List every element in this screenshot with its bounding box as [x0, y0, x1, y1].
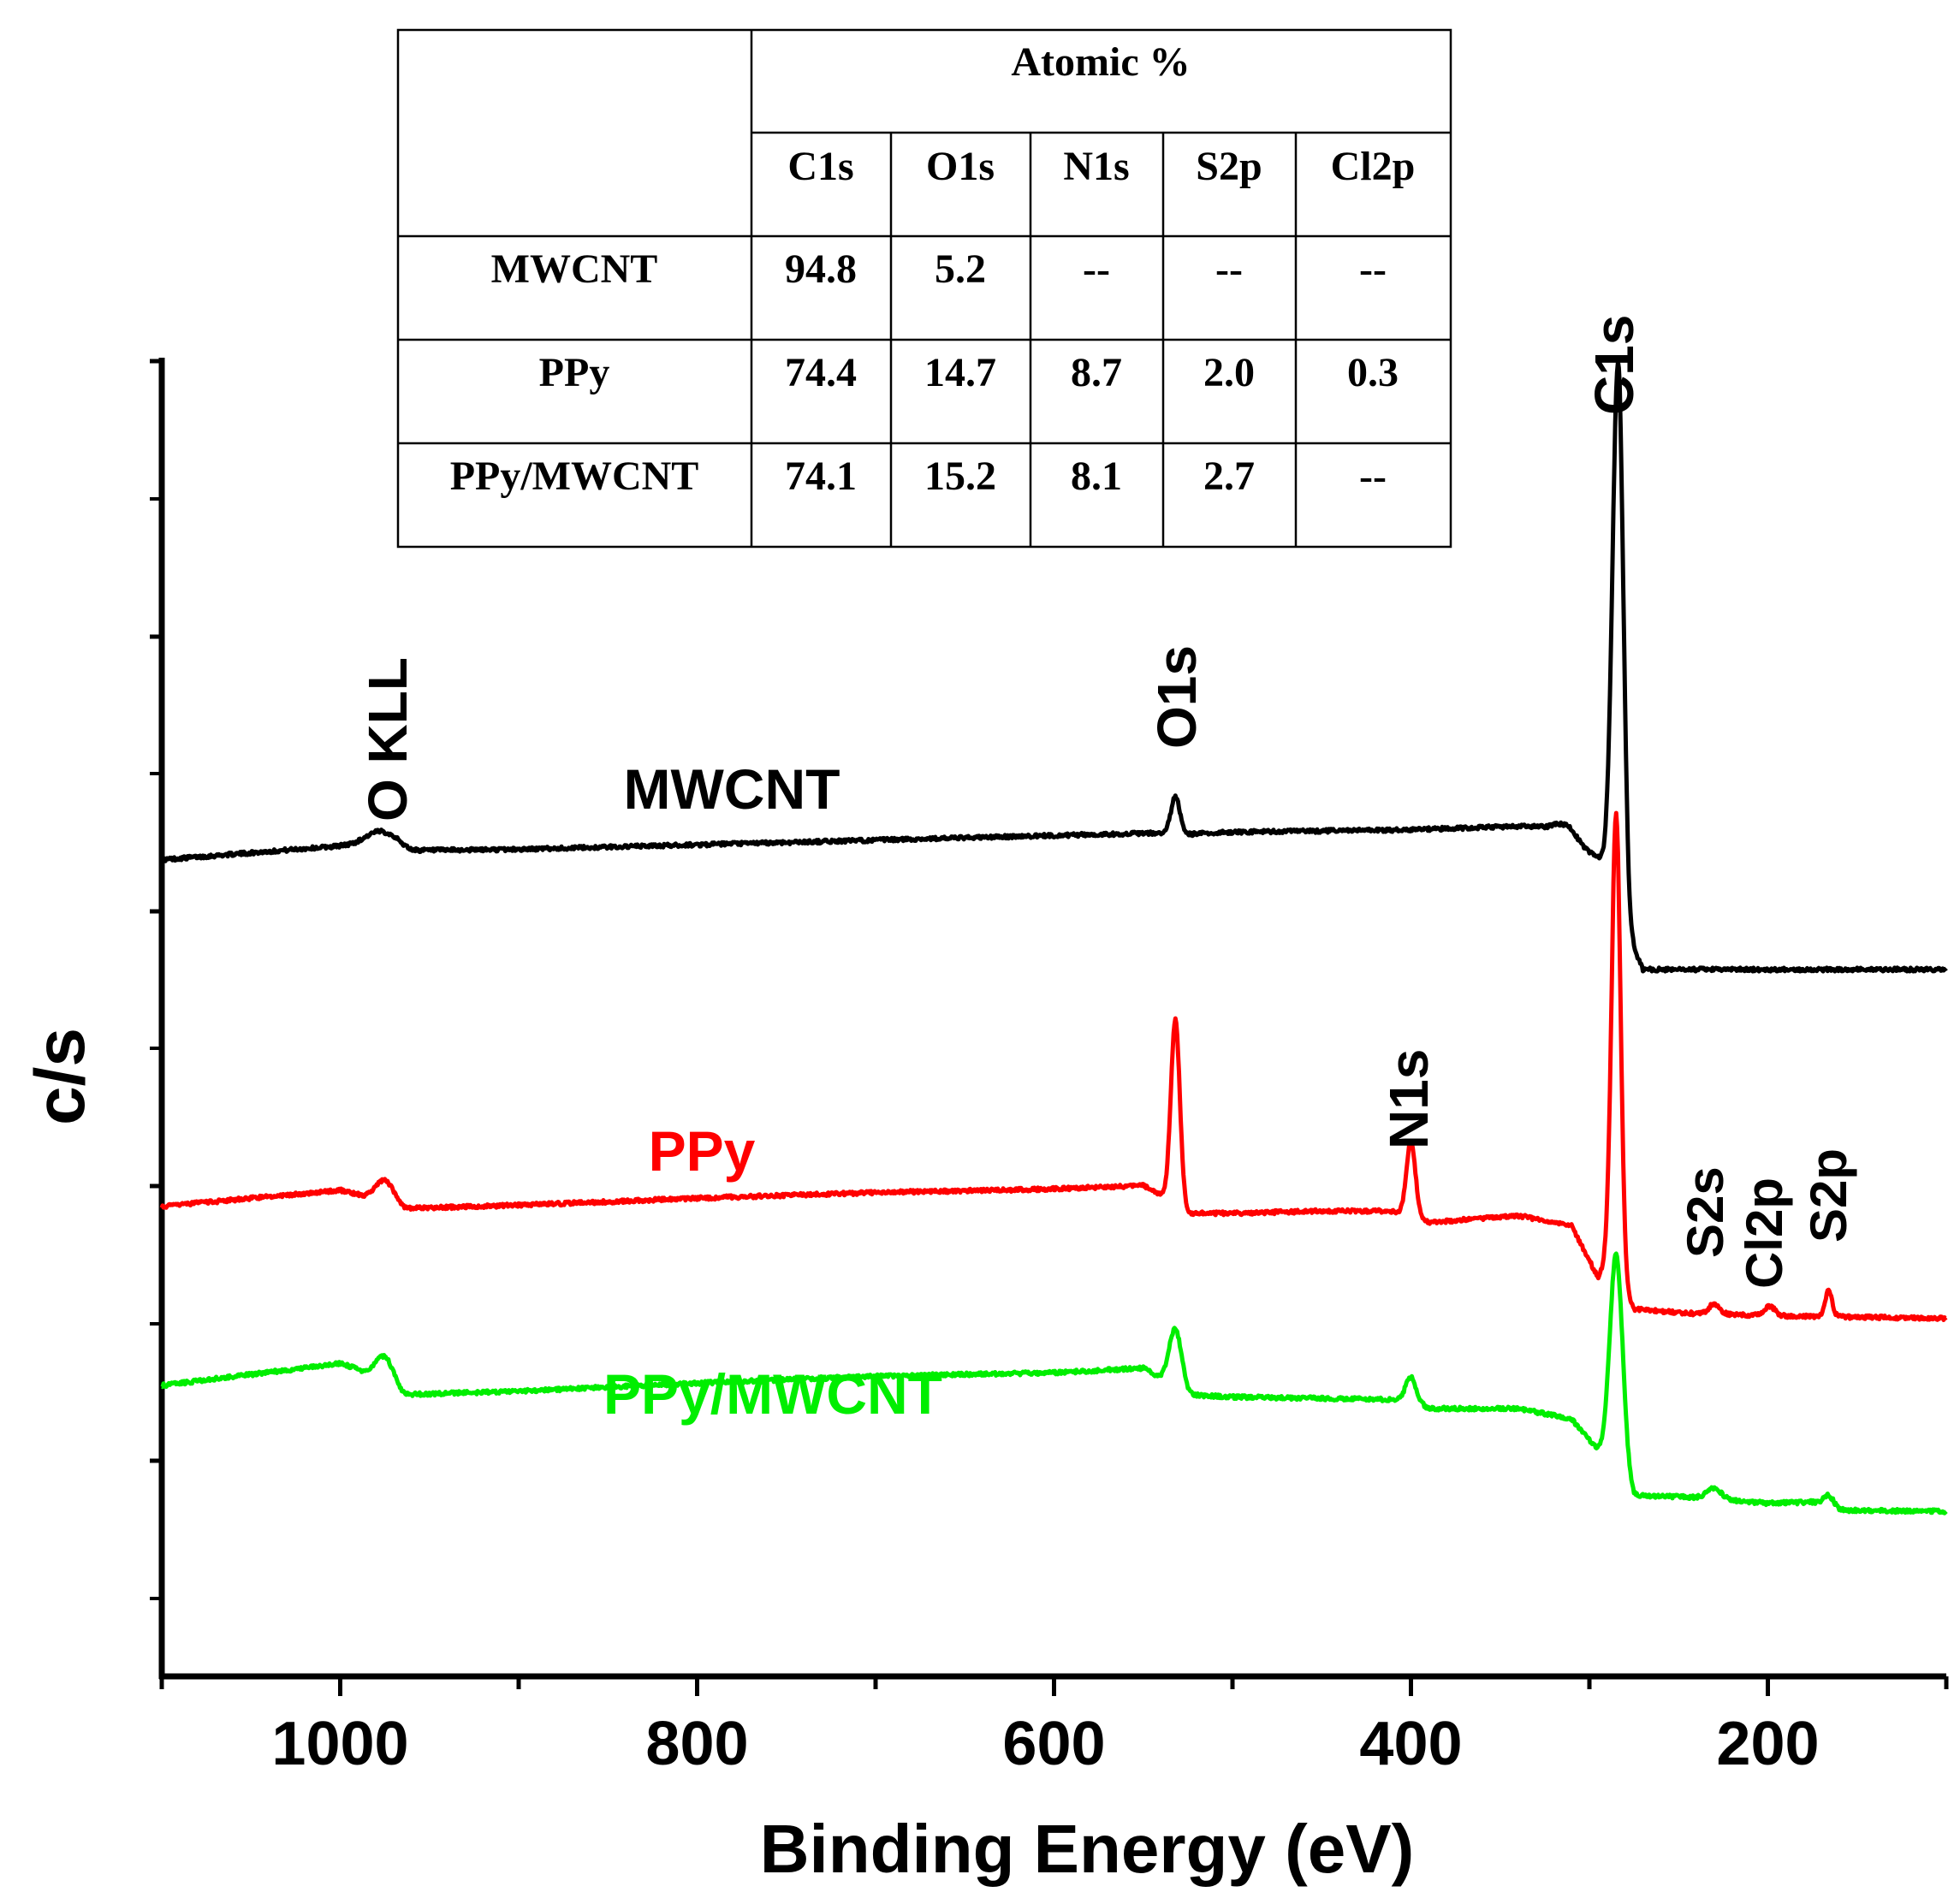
annotation-s2p: S2p	[1800, 1148, 1857, 1243]
annotation-s2s: S2s	[1677, 1166, 1734, 1258]
table-col-header: O1s	[926, 144, 995, 189]
table-cell: 14.7	[924, 350, 996, 395]
annotation-o1s: O1s	[1146, 645, 1208, 749]
x-tick-label: 800	[645, 1710, 748, 1778]
annotation-c1s: C1s	[1583, 315, 1645, 415]
table-cell: 8.7	[1071, 350, 1122, 395]
annotation-n1s: N1s	[1378, 1049, 1440, 1149]
table-col-header: N1s	[1063, 144, 1129, 189]
x-tick-label: 1000	[271, 1710, 408, 1778]
series-line-mwcnt	[160, 359, 1948, 974]
table-border	[396, 28, 1452, 549]
x-tick-label: 200	[1716, 1710, 1819, 1778]
table-col-header: S2p	[1196, 144, 1262, 189]
axes: 1000 800 600 400 200	[150, 358, 1949, 1778]
series-label-ppy: PPy	[649, 1119, 756, 1183]
annotation-cl2p: Cl2p	[1736, 1177, 1793, 1289]
table-cell: 0.3	[1347, 350, 1399, 395]
x-axis-title: Binding Energy (eV)	[760, 1811, 1415, 1887]
table-cell: 2.0	[1203, 350, 1255, 395]
table-row-label: PPy	[539, 350, 610, 395]
x-tick-labels: 1000 800 600 400 200	[271, 1710, 1819, 1778]
series-group	[159, 359, 1948, 1515]
table-cell: --	[1083, 246, 1110, 292]
inset-table: Atomic % C1s O1s N1s S2p Cl2p MWCNT 94.8…	[396, 28, 1452, 549]
x-tick-label: 600	[1002, 1710, 1105, 1778]
table-cell: 74.1	[785, 454, 857, 499]
table-cell: 5.2	[935, 246, 986, 292]
table-row-label: PPy/MWCNT	[450, 454, 699, 499]
table-cell: --	[1359, 246, 1387, 292]
table-row-label: MWCNT	[491, 246, 658, 292]
table-cell: --	[1359, 454, 1387, 499]
series-label-ppy-mwcnt: PPy/MWCNT	[603, 1362, 942, 1426]
annotation-o-kll: O KLL	[357, 657, 419, 822]
table-cell: 8.1	[1071, 454, 1122, 499]
table-cell: 94.8	[785, 246, 857, 292]
table-cell: 2.7	[1203, 454, 1255, 499]
table-col-header: C1s	[787, 144, 853, 189]
x-tick-label: 400	[1359, 1710, 1462, 1778]
table-group-header: Atomic %	[1011, 39, 1190, 85]
y-ticks	[150, 359, 162, 1600]
y-axis-title: c/s	[21, 1028, 99, 1125]
table-cell: --	[1215, 246, 1243, 292]
table-col-header: Cl2p	[1331, 144, 1416, 189]
table-cell: 74.4	[785, 350, 857, 395]
series-label-mwcnt: MWCNT	[624, 757, 840, 821]
table-cell: 15.2	[924, 454, 996, 499]
series-line-ppy-mwcnt	[160, 1251, 1948, 1515]
x-ticks	[159, 1676, 1949, 1696]
series-line-ppy	[159, 810, 1948, 1322]
